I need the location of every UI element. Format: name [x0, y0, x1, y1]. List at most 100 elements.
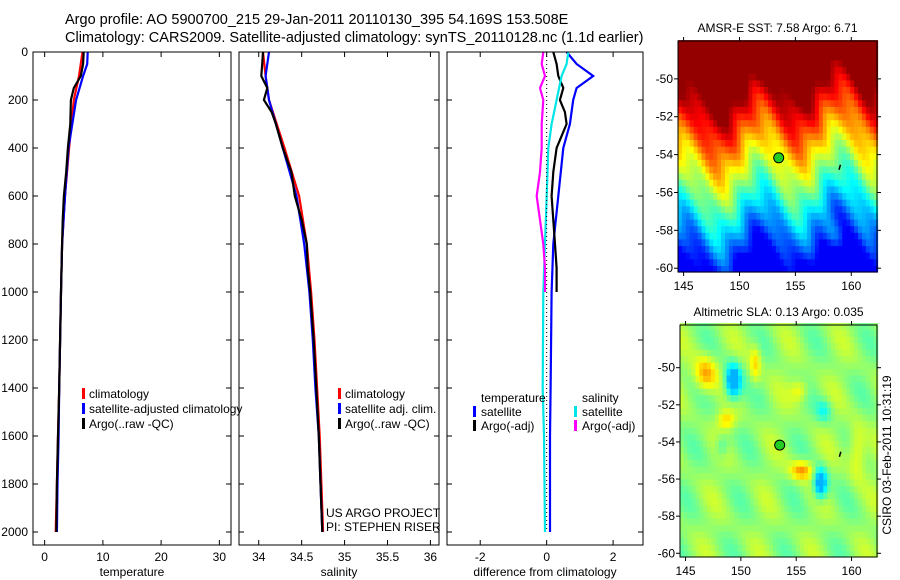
- map-cell: [838, 199, 843, 207]
- map-cell: [858, 152, 863, 160]
- map-cell: [783, 119, 789, 127]
- map-cell: [807, 446, 813, 454]
- map-cell: [787, 212, 793, 220]
- map-cell: [745, 453, 751, 461]
- map-cell: [850, 172, 855, 180]
- map-cell: [717, 219, 722, 227]
- map-cell: [854, 40, 859, 48]
- map-cell: [804, 375, 809, 383]
- map-cell: [865, 126, 871, 134]
- map-cell: [827, 550, 832, 558]
- map-cell: [842, 355, 848, 363]
- map-cell: [791, 46, 796, 54]
- map-cell: [714, 375, 720, 383]
- map-cell: [760, 113, 765, 121]
- map-cell: [854, 388, 859, 396]
- map-cell: [819, 401, 824, 409]
- map-cell: [760, 166, 765, 174]
- map-cell: [842, 336, 848, 344]
- map-cell: [707, 472, 712, 480]
- map-cell: [699, 329, 704, 337]
- map-cell: [683, 433, 689, 441]
- map-cell: [745, 329, 751, 337]
- map-cell: [779, 166, 785, 174]
- map-cell: [760, 212, 765, 220]
- map-cell: [807, 86, 812, 94]
- map-cell: [687, 329, 693, 337]
- map-cell: [681, 93, 687, 101]
- map-cell: [749, 505, 755, 513]
- map-cell: [709, 212, 714, 220]
- map-cell: [861, 146, 867, 154]
- map-cell: [854, 252, 859, 260]
- map-cell: [792, 407, 797, 415]
- map-cell: [850, 349, 855, 357]
- map-cell: [792, 342, 797, 350]
- map-cell: [726, 414, 731, 422]
- map-cell: [718, 518, 724, 526]
- map-cell: [771, 238, 777, 247]
- map-cell: [734, 466, 739, 474]
- map-cell: [757, 505, 762, 513]
- map-cell: [726, 362, 731, 370]
- map-cell: [854, 349, 859, 357]
- map-cell: [807, 132, 812, 140]
- map-cell: [711, 537, 716, 545]
- map-cell: [736, 93, 742, 101]
- map-cell: [765, 524, 770, 532]
- map-cell: [846, 440, 852, 448]
- map-cell: [703, 479, 708, 487]
- map-cell: [846, 394, 852, 402]
- map-cell: [780, 414, 786, 422]
- map-cell: [846, 498, 852, 506]
- map-cell: [811, 106, 816, 114]
- map-cell: [850, 355, 855, 363]
- map-cell: [764, 225, 769, 233]
- map-cell: [830, 119, 836, 127]
- map-cell: [689, 93, 695, 101]
- map-cell: [842, 152, 847, 160]
- map-cell: [773, 329, 778, 337]
- map-cell: [842, 132, 847, 140]
- map-cell: [761, 544, 766, 552]
- map-cell: [768, 79, 773, 87]
- map-cell: [792, 440, 797, 448]
- map-cell: [687, 414, 693, 422]
- map-cell: [865, 166, 871, 174]
- map-cell: [865, 79, 871, 87]
- map-cell: [831, 531, 836, 539]
- map-cell: [683, 550, 689, 558]
- map-cell: [701, 172, 706, 180]
- map-cell: [800, 485, 805, 493]
- map-cell: [796, 368, 801, 376]
- map-cell: [838, 132, 843, 140]
- map-cell: [764, 132, 769, 140]
- map-cell: [846, 479, 852, 487]
- map-cell: [842, 46, 847, 54]
- map-cell: [865, 132, 871, 140]
- map-cell: [822, 106, 828, 114]
- map-cell: [865, 453, 871, 461]
- map-cell: [792, 524, 797, 532]
- map-cell: [796, 550, 801, 558]
- map-cell: [815, 498, 821, 506]
- map-cell: [803, 119, 808, 127]
- map-cell: [714, 336, 720, 344]
- map-cell: [838, 368, 844, 376]
- map-cell: [748, 212, 753, 220]
- map-cell: [703, 485, 708, 493]
- map-cell: [850, 472, 855, 480]
- map-cell: [721, 53, 726, 61]
- map-cell: [728, 252, 734, 260]
- map-cell: [740, 86, 746, 94]
- map-cell: [695, 531, 700, 539]
- map-cell: [815, 132, 820, 140]
- map-cell: [711, 420, 716, 428]
- map-cell: [756, 252, 761, 260]
- map-cell: [740, 192, 746, 200]
- map-cell: [713, 258, 718, 266]
- map-cell: [854, 126, 859, 134]
- map-cell: [811, 219, 816, 227]
- map-cell: [811, 185, 816, 193]
- map-cell: [865, 531, 871, 539]
